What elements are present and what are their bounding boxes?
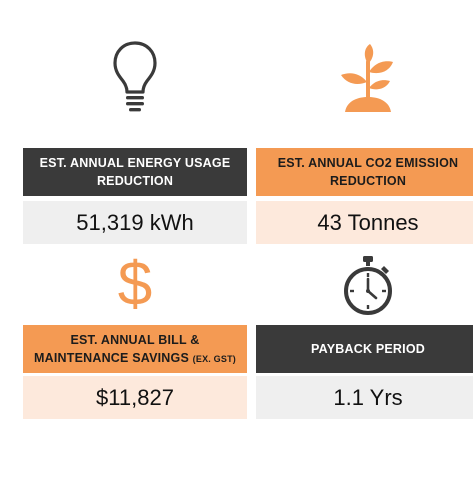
bill-savings-header-line2: MAINTENANCE SAVINGS (EX. GST) xyxy=(34,349,236,368)
co2-emission-header-line2: REDUCTION xyxy=(329,174,407,188)
bill-savings-header-line2-main: MAINTENANCE SAVINGS xyxy=(34,350,189,365)
co2-emission-header: EST. ANNUAL CO2 EMISSION REDUCTION xyxy=(256,148,473,196)
co2-emission-header-line1: EST. ANNUAL CO2 EMISSION xyxy=(277,156,459,170)
lightbulb-icon xyxy=(23,38,247,114)
payback-period-header-line1: PAYBACK PERIOD xyxy=(311,342,425,356)
payback-period-header: PAYBACK PERIOD xyxy=(256,325,473,373)
bill-savings-header: EST. ANNUAL BILL & MAINTENANCE SAVINGS (… xyxy=(23,325,247,373)
bill-savings-header-note: (EX. GST) xyxy=(192,353,236,364)
dollar-icon: $ xyxy=(23,252,247,318)
bill-savings-header-line1: EST. ANNUAL BILL & xyxy=(70,332,200,347)
payback-period-value: 1.1 Yrs xyxy=(256,376,473,419)
energy-usage-header: EST. ANNUAL ENERGY USAGE REDUCTION xyxy=(23,148,247,196)
seedling-icon xyxy=(256,40,473,116)
bill-savings-value: $11,827 xyxy=(23,376,247,419)
energy-usage-header-line2: REDUCTION xyxy=(96,174,174,188)
energy-usage-header-line1: EST. ANNUAL ENERGY USAGE xyxy=(39,156,231,170)
energy-usage-value: 51,319 kWh xyxy=(23,201,247,244)
co2-emission-value: 43 Tonnes xyxy=(256,201,473,244)
stopwatch-icon xyxy=(256,252,473,320)
dollar-glyph: $ xyxy=(117,250,153,319)
